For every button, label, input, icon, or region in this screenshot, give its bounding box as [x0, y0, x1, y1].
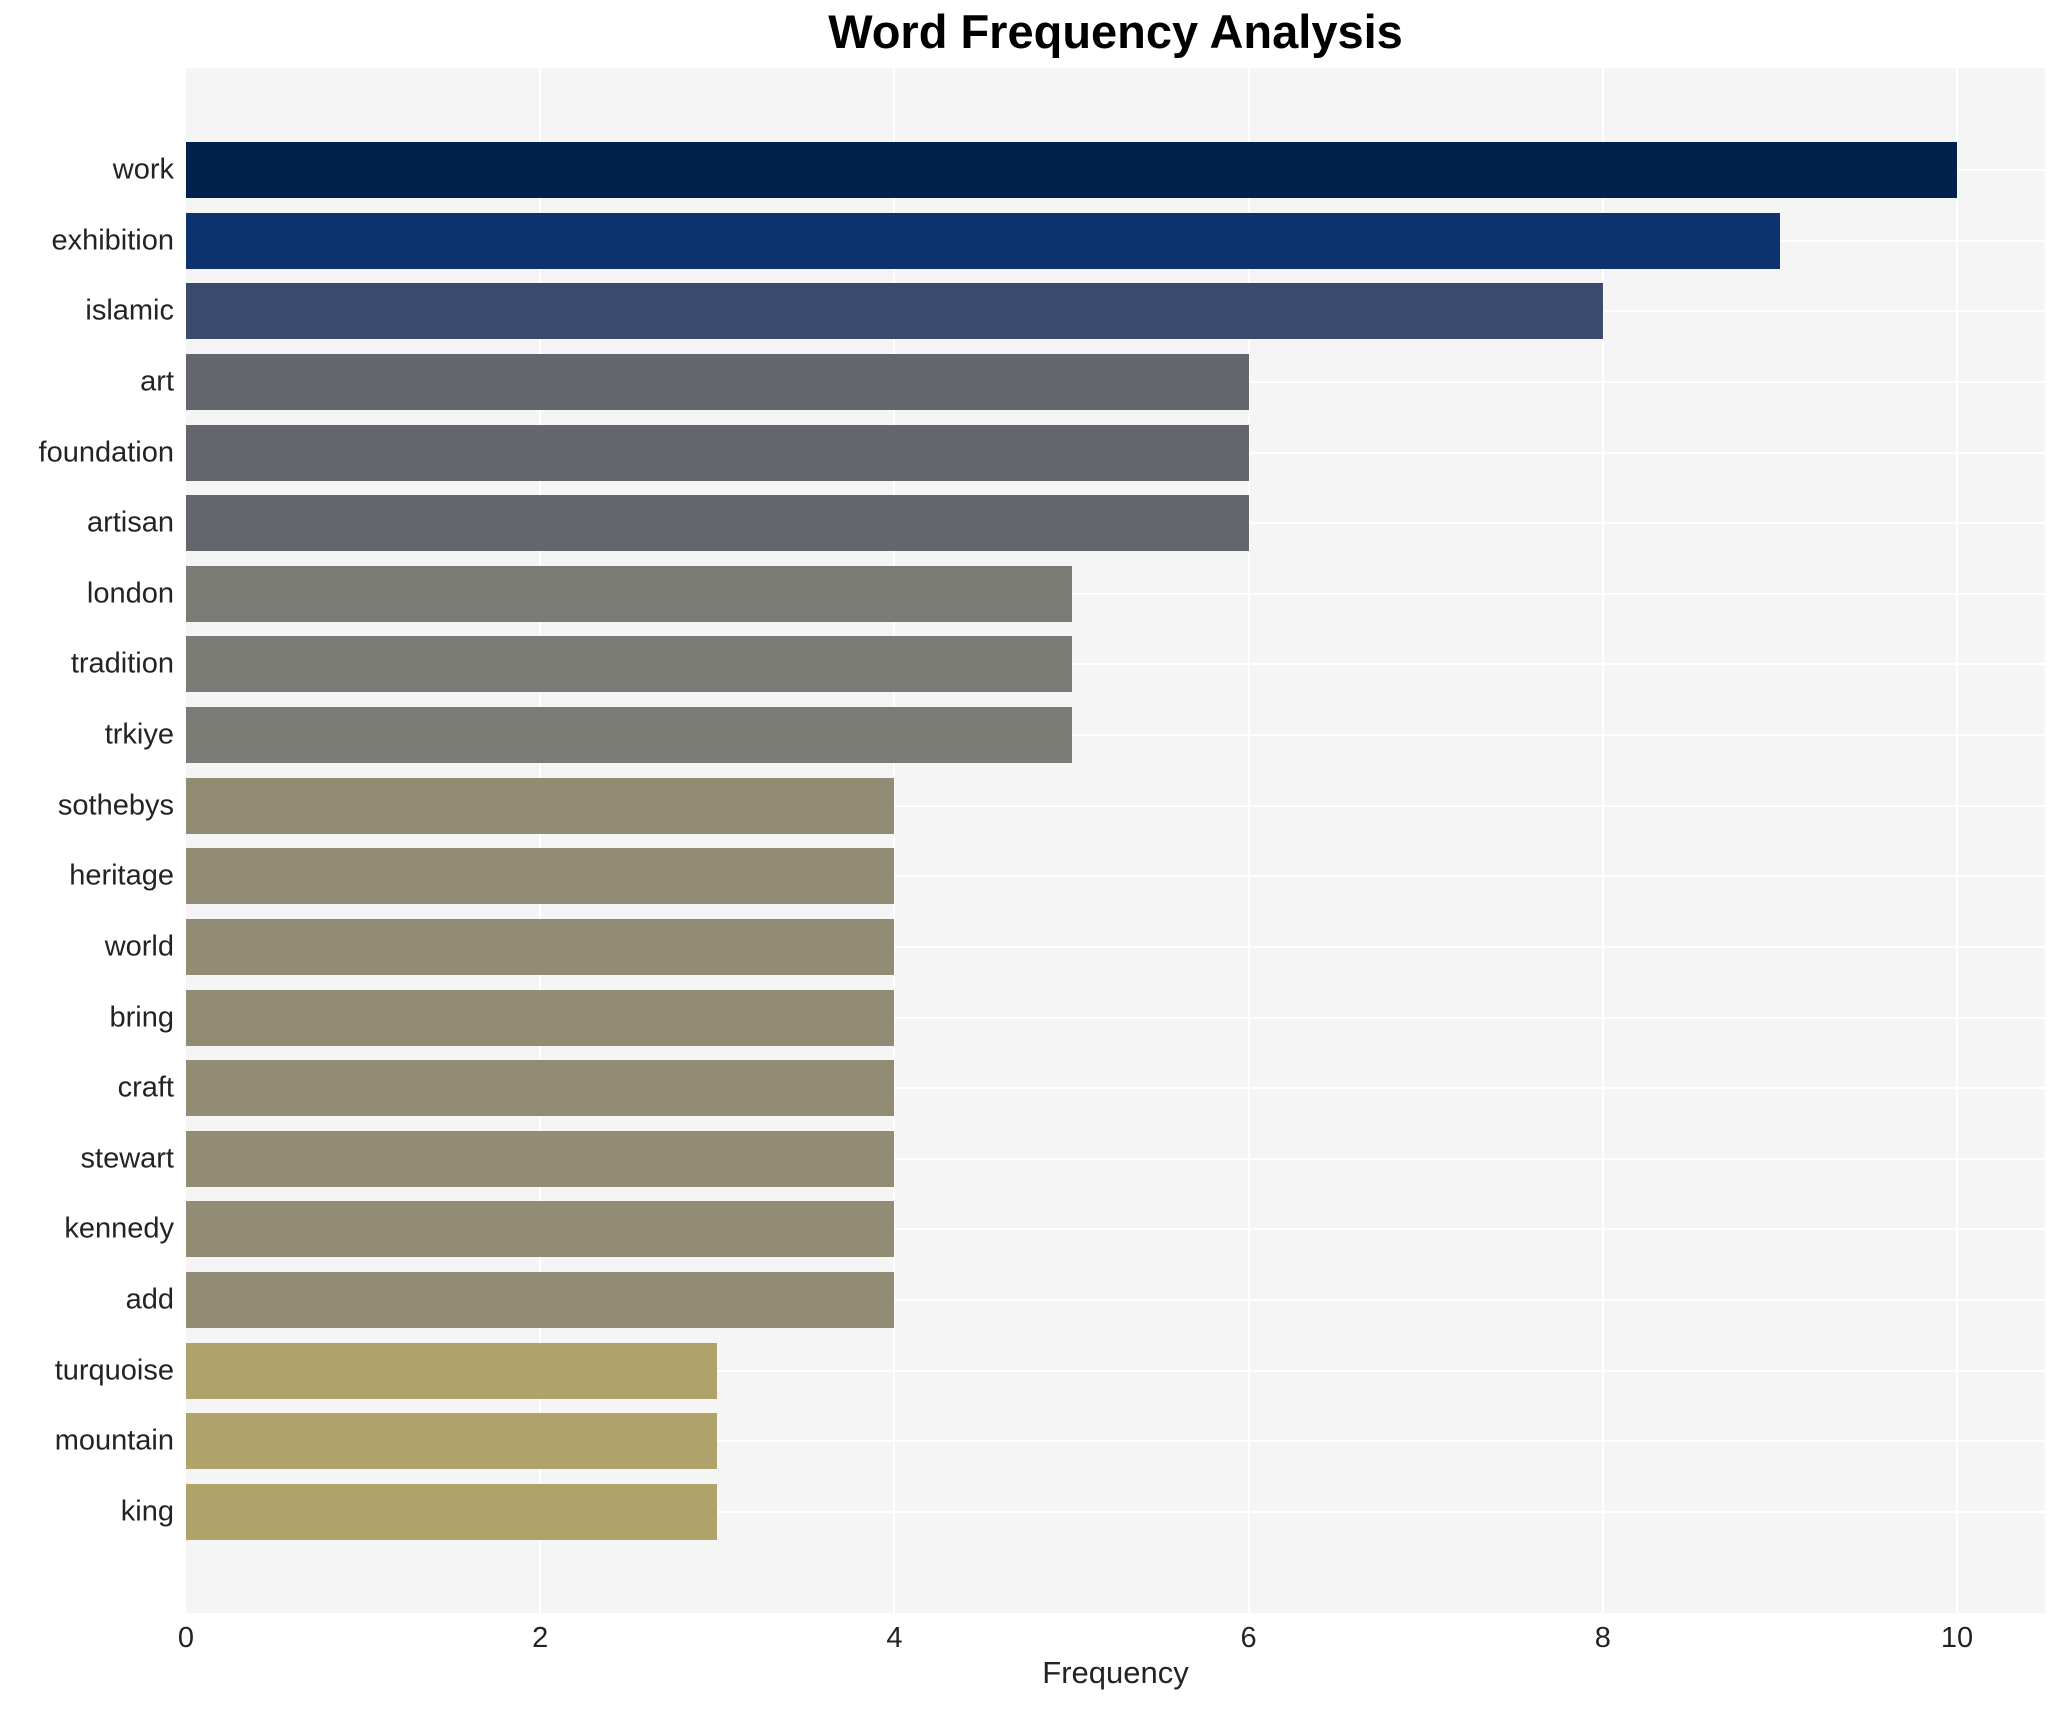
- bar-work: [186, 142, 1957, 198]
- x-tick-label-6: 6: [1240, 1622, 1257, 1654]
- y-tick-label-world: world: [104, 930, 174, 963]
- y-tick-label-craft: craft: [117, 1071, 174, 1104]
- x-gridline: [1956, 68, 1958, 1613]
- bar-sothebys: [186, 777, 895, 834]
- x-gridline: [1601, 68, 1604, 1613]
- y-tick-label-bring: bring: [109, 1001, 175, 1034]
- y-tick-label-london: london: [86, 577, 174, 610]
- bar-world: [186, 918, 895, 975]
- x-gridline: [539, 68, 542, 1613]
- bar-king: [186, 1484, 718, 1540]
- y-tick-label-sothebys: sothebys: [57, 789, 174, 822]
- y-gridline: [186, 1087, 2045, 1090]
- x-tick-label-4: 4: [886, 1622, 903, 1654]
- y-tick-label-turquoise: turquoise: [54, 1354, 174, 1387]
- y-tick-label-add: add: [125, 1283, 174, 1316]
- y-tick-label-art: art: [140, 365, 174, 398]
- bar-mountain: [186, 1413, 718, 1470]
- bar-heritage: [186, 848, 895, 905]
- y-gridline: [186, 875, 2045, 878]
- x-gridline: [1247, 68, 1250, 1613]
- y-gridline: [186, 1511, 2045, 1513]
- x-gridline: [893, 68, 896, 1613]
- y-tick-label-artisan: artisan: [86, 506, 174, 539]
- y-gridline: [186, 1369, 2045, 1372]
- y-gridline: [186, 1228, 2045, 1231]
- y-gridline: [186, 592, 2045, 595]
- bar-craft: [186, 1060, 895, 1117]
- x-tick-label-2: 2: [532, 1622, 549, 1654]
- bar-tradition: [186, 636, 1072, 693]
- bar-exhibition: [186, 212, 1780, 269]
- y-gridline: [186, 734, 2045, 737]
- y-gridline: [186, 1299, 2045, 1302]
- x-tick-label-8: 8: [1594, 1622, 1611, 1654]
- y-tick-label-foundation: foundation: [38, 436, 174, 469]
- y-tick-label-islamic: islamic: [85, 294, 174, 327]
- bar-add: [186, 1272, 895, 1329]
- bar-bring: [186, 989, 895, 1046]
- bar-artisan: [186, 495, 1249, 552]
- x-tick-label-10: 10: [1940, 1622, 1974, 1654]
- y-tick-label-exhibition: exhibition: [51, 224, 174, 257]
- y-tick-label-trkiye: trkiye: [104, 718, 174, 751]
- y-gridline: [186, 804, 2045, 807]
- y-gridline: [186, 1016, 2045, 1019]
- y-gridline: [186, 663, 2045, 666]
- x-tick-label-0: 0: [177, 1622, 195, 1654]
- bar-art: [186, 353, 1249, 410]
- bar-kennedy: [186, 1201, 895, 1258]
- bar-stewart: [186, 1130, 895, 1187]
- y-gridline: [186, 1157, 2045, 1160]
- chart-title: Word Frequency Analysis: [828, 5, 1403, 58]
- y-tick-label-king: king: [120, 1495, 174, 1528]
- bar-london: [186, 565, 1072, 622]
- y-tick-label-work: work: [112, 153, 174, 186]
- y-gridline: [186, 1440, 2045, 1443]
- plot-area: [186, 68, 2045, 1613]
- y-tick-label-tradition: tradition: [70, 647, 174, 680]
- y-tick-label-stewart: stewart: [80, 1142, 174, 1175]
- y-gridline: [186, 945, 2045, 948]
- bar-turquoise: [186, 1342, 718, 1399]
- bar-foundation: [186, 424, 1249, 481]
- bar-islamic: [186, 283, 1603, 340]
- y-tick-label-heritage: heritage: [69, 859, 174, 892]
- bar-trkiye: [186, 707, 1072, 764]
- x-axis-label: Frequency: [1042, 1655, 1189, 1690]
- y-tick-label-mountain: mountain: [54, 1424, 174, 1457]
- y-tick-label-kennedy: kennedy: [64, 1212, 174, 1245]
